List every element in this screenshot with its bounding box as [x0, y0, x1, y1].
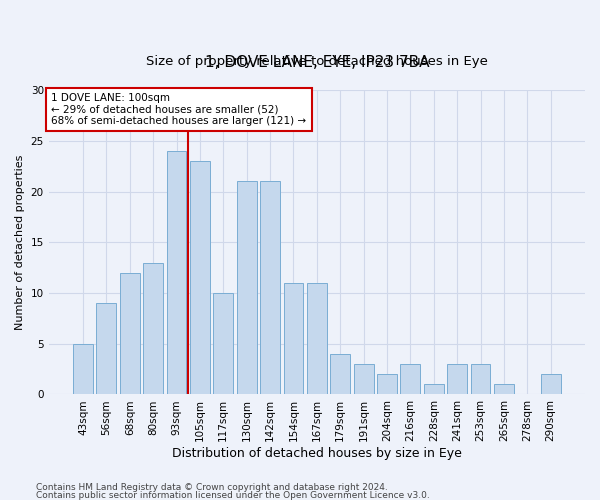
- Text: Contains public sector information licensed under the Open Government Licence v3: Contains public sector information licen…: [36, 490, 430, 500]
- Bar: [447, 364, 467, 394]
- Bar: [353, 364, 374, 394]
- Bar: [284, 283, 304, 395]
- Bar: [330, 354, 350, 395]
- Bar: [400, 364, 421, 394]
- Y-axis label: Number of detached properties: Number of detached properties: [15, 154, 25, 330]
- Bar: [260, 182, 280, 394]
- Bar: [424, 384, 443, 394]
- Bar: [237, 182, 257, 394]
- Bar: [470, 364, 490, 394]
- Title: Size of property relative to detached houses in Eye: Size of property relative to detached ho…: [146, 55, 488, 68]
- Bar: [143, 262, 163, 394]
- Bar: [73, 344, 93, 394]
- Bar: [120, 272, 140, 394]
- Text: 1, DOVE LANE, EYE, IP23 7BA: 1, DOVE LANE, EYE, IP23 7BA: [205, 55, 429, 70]
- Bar: [494, 384, 514, 394]
- Bar: [307, 283, 327, 395]
- Bar: [190, 161, 210, 394]
- Text: 1 DOVE LANE: 100sqm
← 29% of detached houses are smaller (52)
68% of semi-detach: 1 DOVE LANE: 100sqm ← 29% of detached ho…: [52, 93, 307, 126]
- Bar: [167, 151, 187, 394]
- Bar: [541, 374, 560, 394]
- Text: Contains HM Land Registry data © Crown copyright and database right 2024.: Contains HM Land Registry data © Crown c…: [36, 484, 388, 492]
- Bar: [377, 374, 397, 394]
- X-axis label: Distribution of detached houses by size in Eye: Distribution of detached houses by size …: [172, 447, 462, 460]
- Bar: [214, 293, 233, 394]
- Bar: [97, 303, 116, 394]
